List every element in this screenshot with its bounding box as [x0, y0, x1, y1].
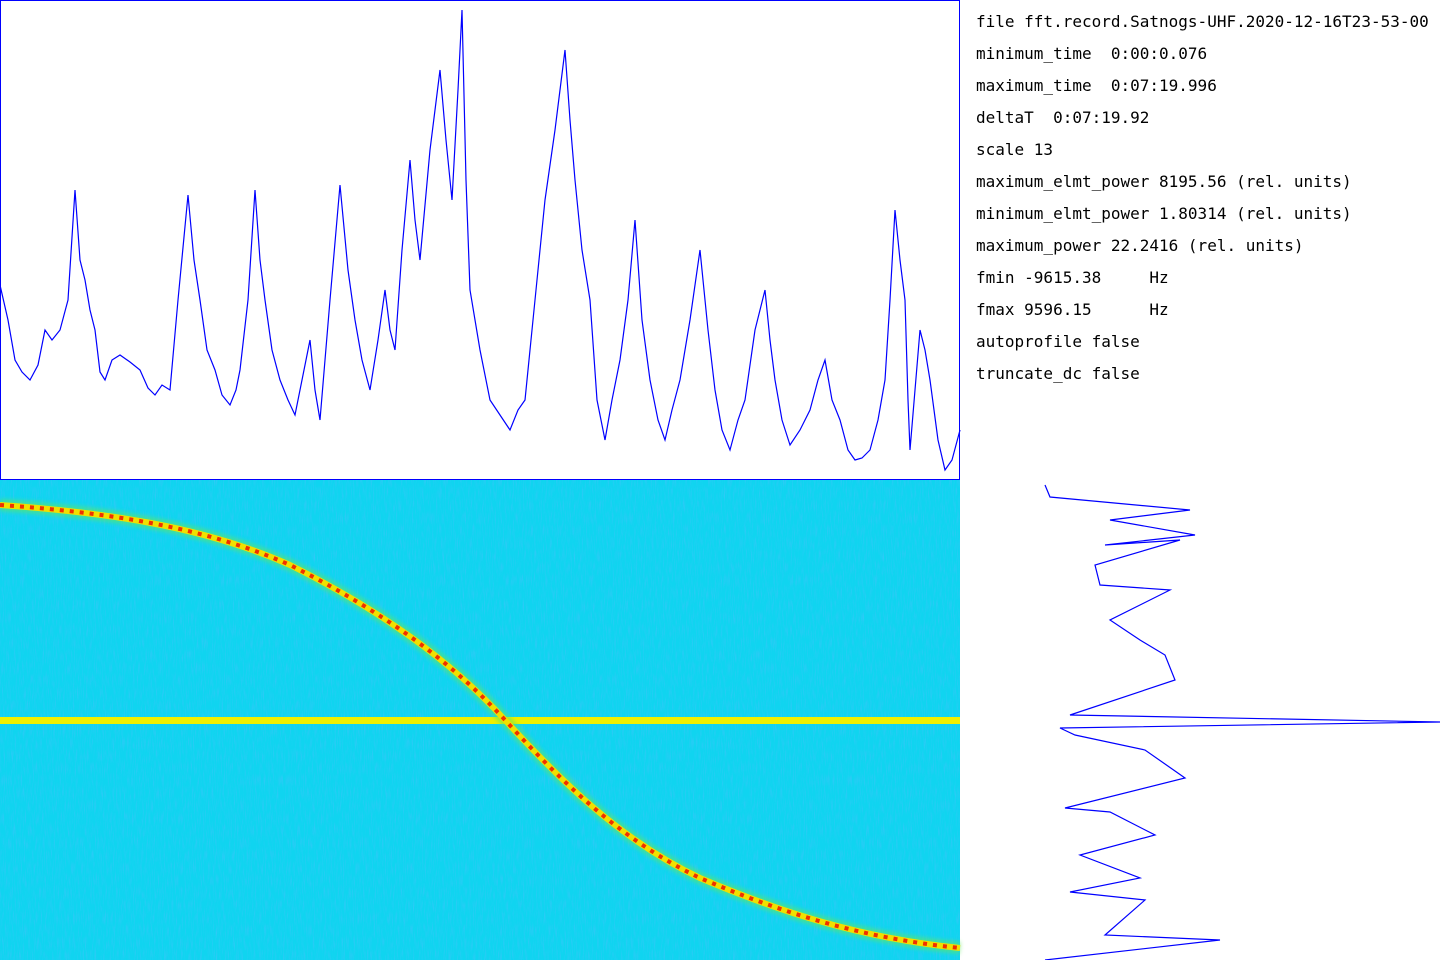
info-line: minimum_elmt_power 1.80314 (rel. units) [976, 204, 1352, 223]
info-line: fmin -9615.38 Hz [976, 268, 1169, 287]
info-line: deltaT 0:07:19.92 [976, 108, 1150, 127]
info-line: maximum_time 0:07:19.996 [976, 76, 1217, 95]
time-profile [0, 9, 961, 472]
info-line: truncate_dc false [976, 364, 1140, 383]
frequency-profile [1044, 484, 1440, 960]
info-line: file fft.record.Satnogs-UHF.2020-12-16T2… [976, 12, 1429, 31]
info-line: scale 13 [976, 140, 1054, 159]
info-line: fmax 9596.15 Hz [976, 300, 1169, 319]
signal-core [0, 503, 961, 950]
info-panel: file fft.record.Satnogs-UHF.2020-12-16T2… [976, 6, 1440, 390]
time-profile-frame [0, 0, 960, 480]
dc-line [0, 717, 960, 724]
info-line: minimum_time 0:00:0.076 [976, 44, 1208, 63]
info-line: maximum_elmt_power 8195.56 (rel. units) [976, 172, 1352, 191]
info-line: maximum_power 22.2416 (rel. units) [976, 236, 1304, 255]
info-line: autoprofile false [976, 332, 1140, 351]
